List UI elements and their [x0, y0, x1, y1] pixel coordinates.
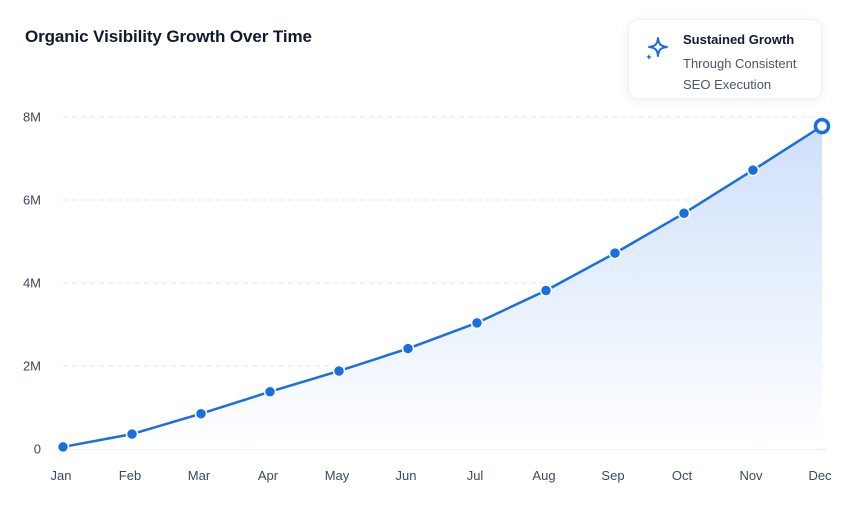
area-fill	[63, 126, 822, 449]
x-tick-label: Aug	[532, 468, 555, 483]
data-point[interactable]	[746, 163, 760, 177]
data-point[interactable]	[194, 407, 208, 420]
data-point[interactable]	[539, 284, 553, 297]
data-point[interactable]	[401, 342, 415, 355]
data-point[interactable]	[608, 246, 622, 260]
callout-heading: Sustained Growth	[683, 32, 795, 47]
y-tick-label: 6M	[23, 193, 41, 208]
x-tick-label: Feb	[119, 468, 141, 483]
data-point[interactable]	[56, 440, 70, 454]
series-line	[61, 124, 824, 449]
x-tick-label: Nov	[739, 468, 763, 483]
data-point[interactable]	[125, 427, 139, 441]
x-tick-label: Oct	[672, 468, 693, 483]
data-point[interactable]	[263, 385, 277, 398]
y-tick-label: 4M	[23, 276, 41, 291]
x-tick-label: May	[325, 468, 350, 483]
chart-title: Organic Visibility Growth Over Time	[25, 27, 312, 46]
insight-callout: Sustained Growth Through Consistent SEO …	[628, 19, 822, 99]
x-tick-label: Apr	[258, 468, 279, 483]
y-tick-label: 8M	[23, 110, 41, 125]
data-point-highlight[interactable]	[813, 117, 831, 135]
x-tick-label: Jun	[396, 468, 417, 483]
x-tick-label: Jul	[467, 468, 484, 483]
sparkle-icon	[645, 37, 668, 61]
data-point[interactable]	[470, 316, 484, 330]
data-point[interactable]	[677, 207, 691, 220]
x-tick-label: Sep	[601, 468, 624, 483]
x-tick-label: Mar	[188, 468, 211, 483]
callout-subtext: Through Consistent SEO Execution	[683, 56, 797, 92]
y-tick-label: 0	[34, 442, 41, 457]
data-point[interactable]	[332, 364, 346, 378]
y-tick-label: 2M	[23, 359, 41, 374]
x-tick-label: Jan	[51, 468, 72, 483]
x-tick-label: Dec	[808, 468, 832, 483]
